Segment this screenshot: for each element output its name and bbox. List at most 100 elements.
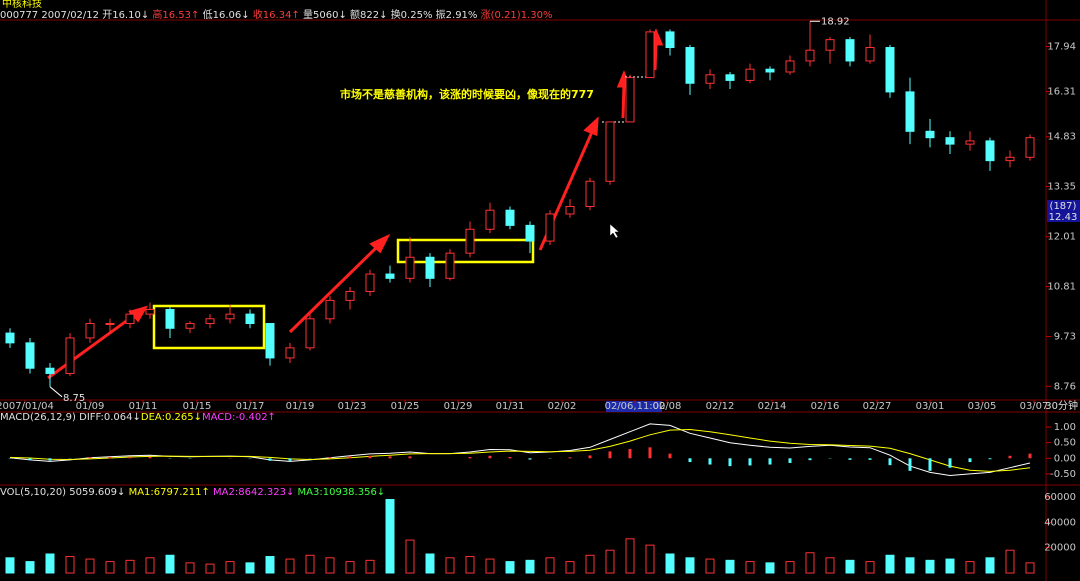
- x-tick-label: 01/15: [183, 401, 212, 412]
- volume-bar: [485, 558, 495, 574]
- candle-body: [825, 39, 835, 51]
- candle-body: [985, 140, 995, 162]
- candle-body: [765, 68, 775, 73]
- volume-bar: [765, 562, 775, 574]
- volume-bar: [525, 559, 535, 574]
- x-tick-label: 02/16: [811, 401, 840, 412]
- candle-body: [745, 68, 755, 81]
- volume-bar: [225, 561, 235, 574]
- quote-line: 000777 2007/02/12 开16.10↓ 高16.53↑ 低16.06…: [0, 8, 552, 21]
- volume-bar: [405, 539, 415, 574]
- volume-bar: [165, 554, 175, 574]
- x-tick-label: 01/11: [129, 401, 158, 412]
- volume-bar: [5, 557, 15, 574]
- candle-body: [685, 47, 695, 84]
- candle-body: [205, 318, 215, 325]
- volume-bar: [645, 544, 655, 574]
- cursor-date-box: [606, 401, 662, 412]
- candle-body: [1005, 156, 1015, 162]
- volume-bar: [585, 554, 595, 574]
- volume-bar: [245, 562, 255, 574]
- candle-body: [865, 47, 875, 62]
- candle-body: [65, 337, 75, 374]
- x-tick-label: 01/29: [444, 401, 473, 412]
- candle-body: [305, 318, 315, 349]
- volume-bar: [445, 557, 455, 574]
- volume-bar: [345, 561, 355, 574]
- y-tick-label: -0.50: [1050, 469, 1076, 480]
- x-tick-label: 01/17: [236, 401, 265, 412]
- quote-item: 涨(0.21)1.30%: [481, 9, 553, 21]
- volume-bar: [905, 557, 915, 574]
- candle-body: [125, 313, 135, 325]
- candle-body: [705, 74, 715, 84]
- high-label: 18.92: [821, 16, 850, 27]
- volume-bar: [145, 557, 155, 574]
- quote-item: 换0.25%: [391, 8, 433, 21]
- quote-item: 振2.91%: [436, 8, 478, 21]
- volume-bar: [465, 556, 475, 574]
- candle-body: [285, 347, 295, 359]
- annotation: 市场不是慈善机构，该涨的时候要凶，像现在的777: [340, 87, 594, 101]
- cursor-label: (187): [1050, 201, 1077, 212]
- candle-body: [645, 31, 655, 79]
- candle-body: [85, 323, 95, 339]
- candle-body: [465, 228, 475, 254]
- candle-body: [265, 323, 275, 359]
- volume-bar: [25, 561, 35, 574]
- x-tick-label: 02/08: [653, 401, 682, 412]
- macd-legend: MACD(26,12,9) DIFF:0.064↓DEA:0.265↓MACD:…: [0, 412, 276, 423]
- candle-body: [45, 367, 55, 374]
- macd-line: [9, 423, 1031, 477]
- x-tick-label: 02/02: [548, 401, 577, 412]
- candle-body: [145, 309, 155, 315]
- candle-body: [485, 209, 495, 230]
- quote-item: 额822↓: [350, 8, 387, 21]
- x-tick-label: 01/19: [286, 401, 315, 412]
- volume-bar: [865, 561, 875, 574]
- x-tick-label: 02/12: [706, 401, 735, 412]
- legend-item: 5059.609↓: [69, 487, 125, 498]
- candle-body: [945, 137, 955, 145]
- volume-bar: [45, 553, 55, 574]
- volume-bar: [105, 561, 115, 574]
- volume-bar: [945, 558, 955, 574]
- volume-bar: [845, 559, 855, 574]
- candle-body: [725, 74, 735, 81]
- candle-body: [105, 323, 115, 326]
- x-tick-label: 02/06,11:00: [605, 401, 666, 412]
- low-label: 8.75: [63, 393, 85, 404]
- candle-body: [885, 47, 895, 93]
- candle-body: [325, 299, 335, 320]
- candle-body: [605, 121, 615, 182]
- legend-item: MA2:8642.323↓: [213, 487, 294, 498]
- low-pointer: [49, 386, 63, 398]
- y-tick-label: 0.50: [1054, 438, 1076, 449]
- legend-item: MACD(26,12,9): [0, 412, 76, 423]
- volume-bar: [205, 563, 215, 574]
- candle-body: [545, 213, 555, 242]
- volume-bar: [265, 556, 275, 574]
- candle-body: [925, 130, 935, 139]
- x-tick-label: 01/25: [391, 401, 420, 412]
- volume-bar: [565, 561, 575, 574]
- candle-body: [25, 342, 35, 369]
- candle-body: [245, 313, 255, 325]
- volume-bar: [1025, 562, 1035, 574]
- y-tick-label: 14.83: [1047, 132, 1076, 143]
- y-tick-label: 1.00: [1054, 422, 1076, 433]
- y-tick-label: 60000: [1044, 492, 1076, 503]
- candle-body: [965, 140, 975, 145]
- legend-item: MA1:6797.211↑: [129, 487, 210, 498]
- mouse-cursor: [609, 223, 620, 239]
- volume-bar: [425, 553, 435, 574]
- arrows: [47, 28, 664, 380]
- quote-item: 2007/02/12: [41, 10, 99, 21]
- volume-bar: [925, 559, 935, 574]
- quote-item: 000777: [0, 10, 38, 21]
- volume-bar: [65, 556, 75, 574]
- volume-bar: [545, 557, 555, 574]
- highlight-boxes: [152, 238, 535, 350]
- candle-body: [785, 60, 795, 73]
